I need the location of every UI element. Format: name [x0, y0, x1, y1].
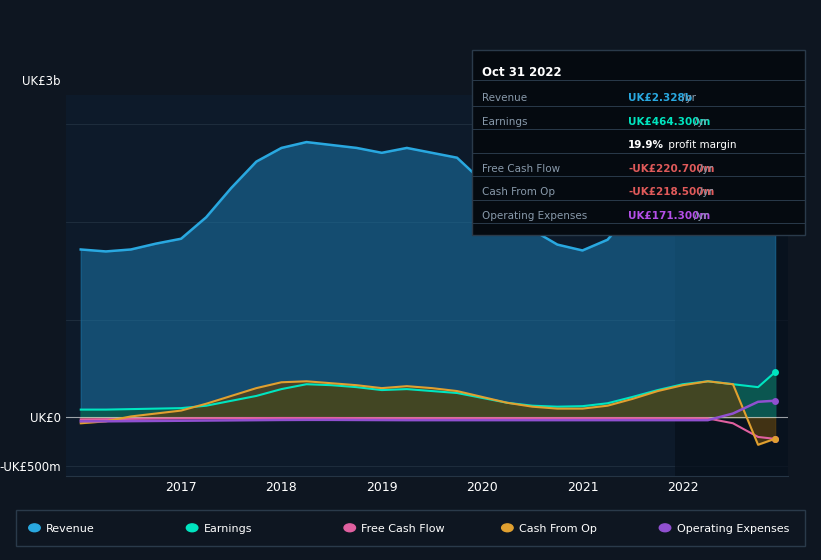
Text: Revenue: Revenue [46, 524, 94, 534]
Text: Earnings: Earnings [482, 117, 527, 127]
Text: 19.9%: 19.9% [628, 141, 664, 151]
Text: Cash From Op: Cash From Op [519, 524, 597, 534]
Text: /yr: /yr [694, 211, 708, 221]
Text: /yr: /yr [699, 188, 713, 198]
Text: -UK£220.700m: -UK£220.700m [628, 164, 714, 174]
Bar [675, 95, 793, 476]
Text: -UK£218.500m: -UK£218.500m [628, 188, 714, 198]
Text: Free Cash Flow: Free Cash Flow [482, 164, 560, 174]
Text: UK£3b: UK£3b [22, 74, 61, 87]
Text: /yr: /yr [699, 164, 713, 174]
Text: Operating Expenses: Operating Expenses [677, 524, 789, 534]
Text: profit margin: profit margin [665, 141, 736, 151]
Text: /yr: /yr [682, 94, 696, 104]
Text: Revenue: Revenue [482, 94, 527, 104]
Text: Free Cash Flow: Free Cash Flow [361, 524, 445, 534]
Text: Operating Expenses: Operating Expenses [482, 211, 587, 221]
Text: Earnings: Earnings [204, 524, 252, 534]
Text: /yr: /yr [694, 117, 708, 127]
Text: Cash From Op: Cash From Op [482, 188, 555, 198]
Text: UK£464.300m: UK£464.300m [628, 117, 710, 127]
Text: Oct 31 2022: Oct 31 2022 [482, 66, 562, 78]
Text: UK£171.300m: UK£171.300m [628, 211, 710, 221]
Text: UK£2.328b: UK£2.328b [628, 94, 692, 104]
